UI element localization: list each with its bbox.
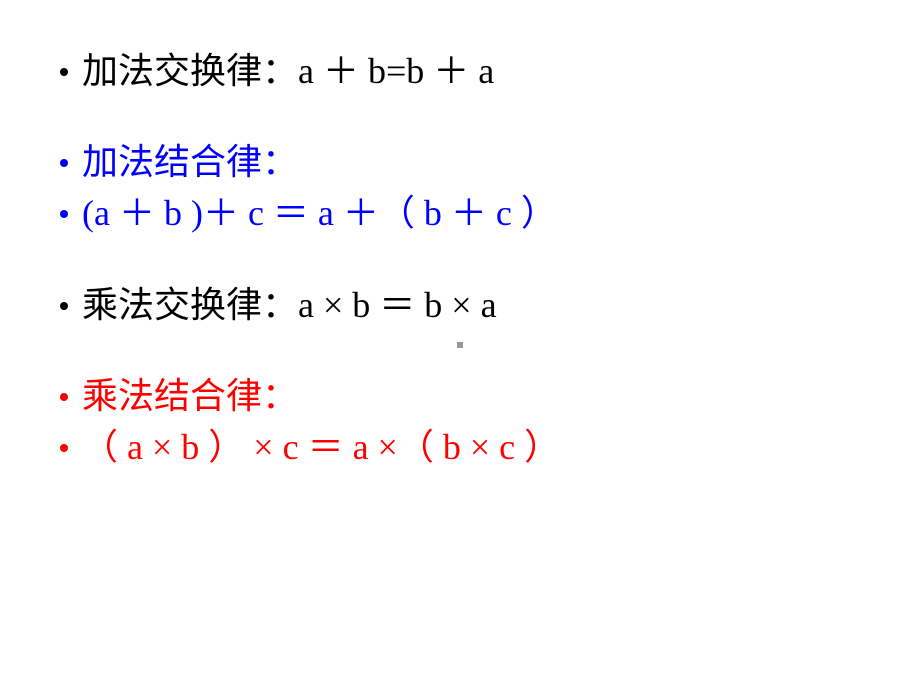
bullet-icon [60,393,68,401]
text-content: (a ＋ b )＋ c ＝ a ＋（ b ＋ c ） [82,192,557,235]
line-addition-commutative: 加法交换律：a ＋ b=b ＋ a [60,50,880,93]
spacer [60,97,880,141]
text-content: 乘法结合律： [82,375,298,418]
bullet-icon [60,159,68,167]
bullet-icon [60,444,68,452]
text-content: 加法交换律：a ＋ b=b ＋ a [82,50,494,93]
spacer [60,240,880,284]
text-content: 加法结合律： [82,141,298,184]
line-multiplication-associative-formula: （ a × b ） × c ＝ a ×（ b × c ） [60,426,880,469]
spacer [60,331,880,375]
text-content: 乘法交换律：a × b ＝ b × a [82,284,497,327]
slide: 加法交换律：a ＋ b=b ＋ a 加法结合律： (a ＋ b )＋ c ＝ a… [0,0,920,690]
line-multiplication-commutative: 乘法交换律：a × b ＝ b × a [60,284,880,327]
text-content: （ a × b ） × c ＝ a ×（ b × c ） [82,426,560,469]
bullet-icon [60,210,68,218]
bullet-icon [60,68,68,76]
line-addition-associative-title: 加法结合律： [60,141,880,184]
center-cue-icon [457,342,463,348]
bullet-icon [60,302,68,310]
line-multiplication-associative-title: 乘法结合律： [60,375,880,418]
line-addition-associative-formula: (a ＋ b )＋ c ＝ a ＋（ b ＋ c ） [60,192,880,235]
